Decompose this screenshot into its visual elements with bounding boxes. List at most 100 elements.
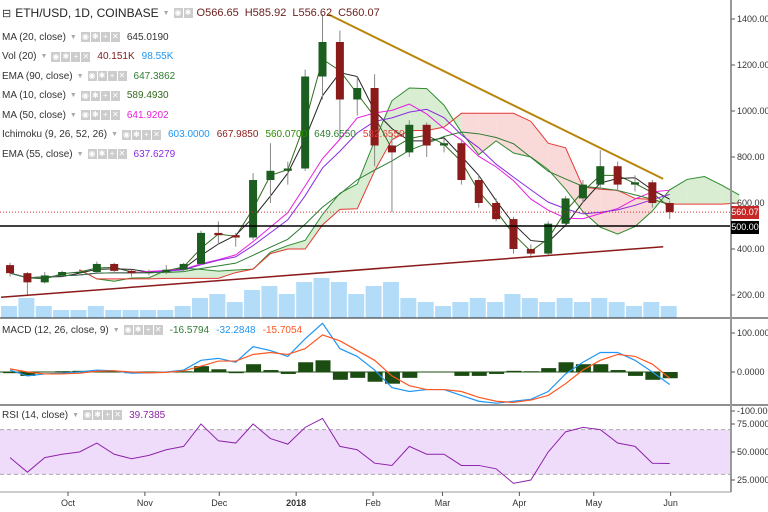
volume-bar [244,290,261,318]
close-icon[interactable]: ✕ [117,149,127,159]
eye-icon[interactable]: ◉ [173,8,183,18]
gear-icon[interactable]: ✱ [61,51,71,62]
indicator-legend: MA (50, close) ▼ ◉ ✱ + ✕ 641.9202 [2,108,169,122]
candle-body [318,42,327,77]
chevron-down-icon[interactable]: ▼ [69,33,77,41]
time-axis-label: Mar [435,498,451,508]
close-icon[interactable]: ✕ [152,129,161,140]
gear-icon[interactable]: ✱ [97,149,107,159]
eye-icon[interactable]: ◉ [87,71,97,81]
support-trendline [0,245,664,299]
volume-bar [417,302,434,318]
candle-body [631,182,639,185]
chevron-down-icon[interactable]: ▼ [72,411,80,419]
indicator-label[interactable]: RSI (14, close) [2,409,69,421]
candle-body [23,273,32,283]
eye-icon[interactable]: ◉ [87,149,97,159]
close-icon[interactable]: ✕ [113,410,123,420]
indicator-value: 560.0700 [265,129,308,140]
eye-icon[interactable]: ◉ [51,51,61,62]
plus-icon[interactable]: + [103,410,113,420]
gear-icon[interactable]: ✱ [133,325,143,335]
volume-bar [643,302,660,318]
eye-icon[interactable]: ◉ [80,90,90,101]
plus-icon[interactable]: + [107,71,117,81]
price-axis-label: 1000.00 [737,106,768,116]
indicator-legend: MACD (12, 26, close, 9) ▼ ◉ ✱ + ✕ -16.5794 -32.… [2,323,302,337]
chevron-down-icon[interactable]: ▼ [76,72,84,80]
close-icon[interactable]: ✕ [81,51,91,62]
gear-icon[interactable]: ✱ [97,71,107,81]
plus-icon[interactable]: + [142,129,151,140]
candle-body [474,180,483,203]
macd-histogram-bar [298,362,314,372]
macd-histogram-bar [662,372,678,379]
indicator-value: 637.6279 [133,148,176,160]
macd-histogram-bar [645,372,661,380]
macd-histogram-bar [228,372,244,374]
volume-bar [313,278,330,318]
close-icon[interactable]: ✕ [110,110,120,120]
candle-body [6,265,15,274]
close-icon[interactable]: ✕ [110,32,120,42]
eye-icon[interactable]: ◉ [83,410,93,420]
indicator-label[interactable]: Ichimoku (9, 26, 52, 26) [2,129,108,140]
close-icon[interactable]: ✕ [117,71,127,81]
indicator-value: 649.6550 [314,129,356,140]
candle-body [266,170,275,180]
gear-icon[interactable]: ✱ [183,8,193,18]
indicator-label[interactable]: EMA (55, close) [2,148,73,160]
macd-histogram-bar [402,372,418,378]
chevron-down-icon[interactable]: ▼ [112,326,120,334]
close-icon[interactable]: ✕ [153,325,163,335]
chevron-down-icon[interactable]: ▼ [40,53,48,60]
volume-bar [504,294,521,318]
gear-icon[interactable]: ✱ [90,90,100,101]
close-icon[interactable]: ✕ [110,90,120,101]
indicator-label[interactable]: MA (10, close) [2,90,66,101]
plus-icon[interactable]: + [107,149,117,159]
indicator-label[interactable]: EMA (90, close) [2,70,73,82]
gear-icon[interactable]: ✱ [90,32,100,42]
eye-icon[interactable]: ◉ [80,32,90,42]
candle-body [578,184,587,199]
chevron-down-icon[interactable]: ▼ [69,111,77,119]
plus-icon[interactable]: + [143,325,153,335]
candle-body [492,203,501,220]
chevron-down-icon[interactable]: ▼ [111,131,118,138]
plus-icon[interactable]: + [100,90,110,101]
eye-icon[interactable]: ◉ [123,325,133,335]
indicator-label[interactable]: MACD (12, 26, close, 9) [2,324,109,336]
eye-icon[interactable]: ◉ [122,129,131,140]
price-axis-label: 400.00 [737,244,765,254]
plus-icon[interactable]: + [71,51,81,62]
macd-axis-label: -100.0000 [737,406,768,416]
indicator-label[interactable]: MA (20, close) [2,31,66,43]
chevron-down-icon[interactable]: ▼ [76,150,84,158]
plus-icon[interactable]: + [100,32,110,42]
gear-icon[interactable]: ✱ [132,129,141,140]
gear-icon[interactable]: ✱ [90,110,100,120]
volume-bar [87,306,104,318]
volume-bar [330,282,347,318]
symbol-title[interactable]: ETH/USD, 1D, COINBASE [15,6,159,20]
indicator-label[interactable]: Vol (20) [2,51,37,62]
indicator-value: 40.151K [97,51,135,62]
indicator-label[interactable]: MA (50, close) [2,109,66,121]
volume-bar [1,306,18,318]
eye-icon[interactable]: ◉ [80,110,90,120]
time-axis-label: Oct [61,498,76,508]
chevron-down-icon[interactable]: ▼ [162,9,170,17]
macd-axis-label: 0.0000 [737,367,765,377]
time-axis-label: Nov [137,498,154,508]
ichimoku-cloud-segment [513,113,531,157]
ichimoku-cloud-segment [687,176,705,205]
plot-background [0,0,731,512]
candle-body [249,180,258,238]
gear-icon[interactable]: ✱ [93,410,103,420]
chevron-down-icon[interactable]: ▼ [69,92,77,99]
candle-body [58,272,67,276]
plus-icon[interactable]: + [100,110,110,120]
collapse-icon[interactable]: ⊟ [2,7,12,20]
